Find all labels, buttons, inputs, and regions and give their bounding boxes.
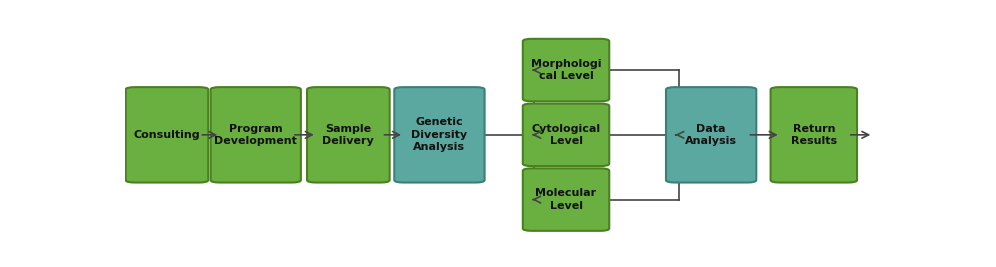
Text: Molecular
Level: Molecular Level	[536, 189, 597, 211]
FancyBboxPatch shape	[666, 87, 756, 183]
FancyBboxPatch shape	[771, 87, 857, 183]
Text: Return
Results: Return Results	[791, 124, 837, 146]
Text: Program
Development: Program Development	[214, 124, 297, 146]
Text: Cytological
Level: Cytological Level	[532, 124, 601, 146]
Text: Morphologi
cal Level: Morphologi cal Level	[531, 59, 602, 81]
FancyBboxPatch shape	[125, 87, 208, 183]
Text: Sample
Delivery: Sample Delivery	[323, 124, 374, 146]
FancyBboxPatch shape	[523, 104, 610, 166]
FancyBboxPatch shape	[210, 87, 301, 183]
Text: Data
Analysis: Data Analysis	[685, 124, 737, 146]
Text: Consulting: Consulting	[133, 130, 200, 140]
FancyBboxPatch shape	[307, 87, 389, 183]
FancyBboxPatch shape	[523, 168, 610, 231]
FancyBboxPatch shape	[394, 87, 485, 183]
Text: Genetic
Diversity
Analysis: Genetic Diversity Analysis	[411, 117, 467, 152]
FancyBboxPatch shape	[523, 39, 610, 101]
